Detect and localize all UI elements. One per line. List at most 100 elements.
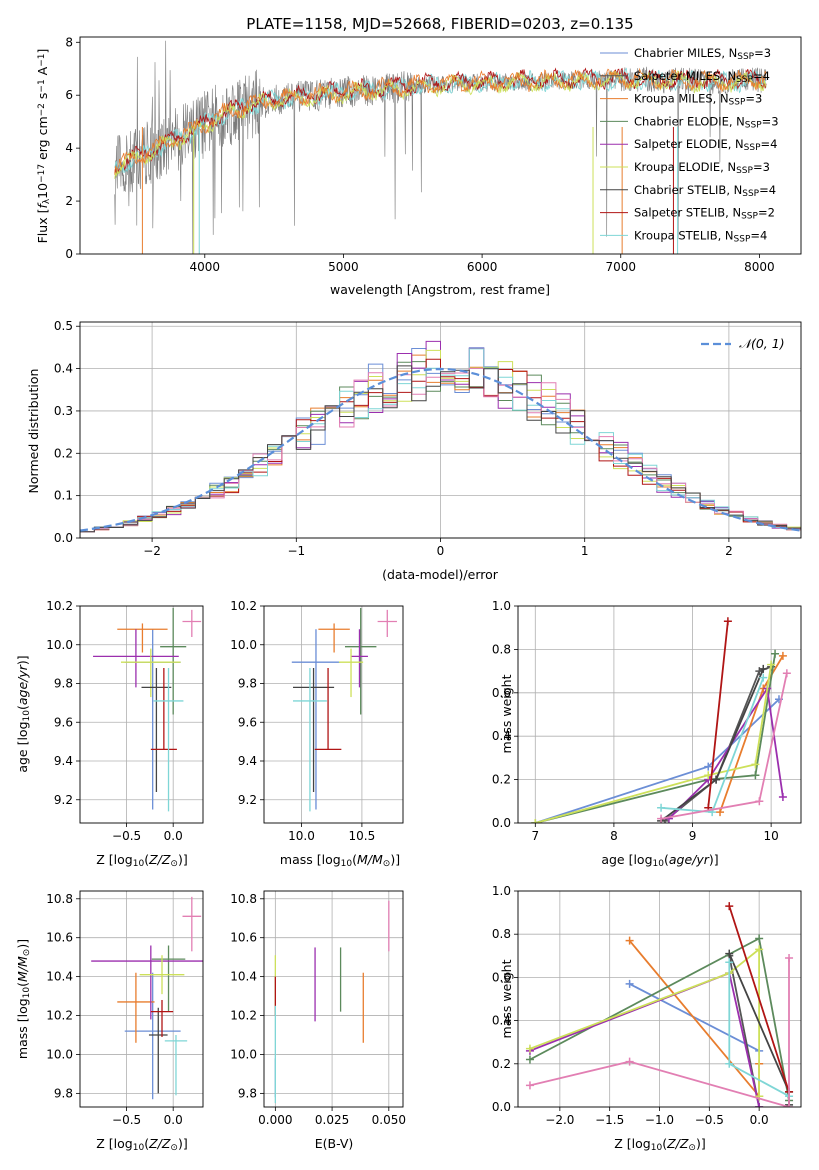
weight-series [728,905,790,1093]
weight-marker [657,814,666,823]
weight-series [707,621,729,808]
y-axis-label: mass weight [499,959,514,1038]
axes-mass-vs-ebv: 0.000 0.025 0.050 9.8 10.0 10.2 10.4 10.6 10.8 E(… [230,890,406,1151]
x-tick-label: 0.0 [164,1113,183,1127]
weight-series [660,668,765,822]
axes-frame [79,321,802,539]
y-tick-label: 10.0 [230,638,257,652]
weight-marker [625,936,634,945]
y-tick-label: 0.4 [492,729,511,743]
weight-marker [755,945,764,954]
y-tick-label: 10.0 [46,1047,73,1061]
weight-marker [723,617,732,626]
x-tick-label: −0.5 [112,1113,141,1127]
y-tick-label: 9.4 [238,754,257,768]
y-tick-label: 9.8 [238,677,257,691]
weight-marker [625,979,634,988]
x-axis-label: E(B-V) [315,1136,354,1151]
legend-entry: Salpeter ELODIE, NSSP=4 [634,137,777,153]
y-tick-label: 0.4 [492,1014,511,1028]
y-tick-label: 10.4 [230,970,257,984]
y-axis-label: age [log10(age/yr)] [15,655,32,772]
weight-series [529,947,760,1097]
model-spectrum [114,67,767,175]
x-axis-label: Z [log10(Z/Z⊙)] [96,852,187,869]
plot-area [93,607,202,812]
x-tick-label: 4000 [190,260,221,274]
legend-entry: Chabrier STELIB, NSSP=4 [634,183,776,199]
y-tick-label: 10.4 [46,970,73,984]
weight-marker [785,1103,794,1107]
y-axis-label: Normed distribution [26,369,41,494]
y-axis-label: Flux [fλ10−17 erg cm−2 s−1 A−1] [35,49,52,244]
x-tick-label: 0.0 [750,1113,769,1127]
y-tick-label: 0.0 [54,531,73,545]
weight-marker [778,651,787,660]
y-tick-label: 9.6 [238,715,257,729]
x-axis-label: wavelength [Angstrom, rest frame] [330,282,550,297]
weight-marker [767,660,776,669]
weight-series [535,664,772,823]
y-tick-label: 0.8 [492,927,511,941]
y-tick-label: 0.2 [54,446,73,460]
x-tick-label: 8000 [744,260,775,274]
plot-area [291,607,397,812]
axes-weight-vs-Z: −2.0 −1.5 −1.0 −0.5 0.0 0.0 0.2 0.4 0.6 0.8 1.0 Z [… [492,884,802,1153]
legend-entry: Salpeter STELIB, NSSP=2 [634,206,775,222]
axes-age-vs-Z: −0.5 0.0 9.2 9.4 9.6 9.8 10.0 10.2 Z [log10(Z/Z⊙… [15,599,204,869]
x-tick-label: 6000 [467,260,498,274]
x-tick-label: 10.5 [349,829,376,843]
x-tick-label: 10 [763,829,778,843]
x-tick-label: −1.5 [595,1113,624,1127]
y-tick-label: 0.6 [492,970,511,984]
plot-area [114,40,767,254]
weight-marker [531,819,540,823]
y-tick-label: 0.0 [492,1100,511,1114]
weight-marker [755,1103,764,1107]
y-tick-label: 4 [65,141,73,155]
y-tick-label: 2 [65,194,73,208]
weight-marker [712,775,721,784]
histogram-series [80,365,801,538]
y-tick-label: 0.3 [54,404,73,418]
y-tick-label: 8 [65,35,73,49]
legend-entry: Kroupa STELIB, NSSP=4 [634,228,767,244]
y-tick-label: 10.2 [46,1009,73,1023]
axes-frame [79,36,802,255]
x-tick-label: 8 [610,829,618,843]
y-tick-label: 10.2 [230,599,257,613]
x-tick-label: 0 [437,544,445,558]
weight-marker [759,664,768,673]
legend-entry: Salpeter MILES, NSSP=4 [634,69,770,85]
weight-marker [525,1055,534,1064]
y-tick-label: 0.5 [54,319,73,333]
plot-area [80,340,801,538]
x-tick-label: −0.5 [695,1113,724,1127]
axes-frame [263,890,404,1108]
axes-weight-vs-age: 7 8 9 10 0.0 0.2 0.4 0.6 0.8 1.0 age [log10(age/yr… [492,599,802,869]
axes-mass-vs-Z: −0.5 0.0 9.8 10.0 10.2 10.4 10.6 10.8 Z [log10(Z… [15,890,204,1153]
legend-entry: Chabrier ELODIE, NSSP=3 [634,114,779,130]
x-tick-label: −1 [287,544,305,558]
x-axis-label: Z [log10(Z/Z⊙)] [614,1136,705,1153]
y-tick-label: 9.8 [238,1086,257,1100]
x-tick-label: 7000 [605,260,636,274]
x-tick-label: 10.0 [288,829,315,843]
x-tick-label: 0.0 [164,829,183,843]
y-tick-label: 9.8 [54,1086,73,1100]
axes-frame [79,890,204,1108]
x-tick-label: −2 [143,544,161,558]
weight-marker [751,771,760,780]
y-tick-label: 9.2 [238,793,257,807]
y-tick-label: 0.0 [492,816,511,830]
legend-entry: 𝒩(0, 1) [739,336,785,351]
weight-marker [755,797,764,806]
y-tick-label: 9.8 [54,677,73,691]
x-tick-label: 0.000 [258,1113,292,1127]
y-tick-label: 6 [65,88,73,102]
weight-marker [725,958,734,967]
axes-frame [517,890,802,1108]
x-axis-label: mass [log10(M/M⊙)] [280,852,400,869]
x-tick-label: 0.025 [315,1113,349,1127]
